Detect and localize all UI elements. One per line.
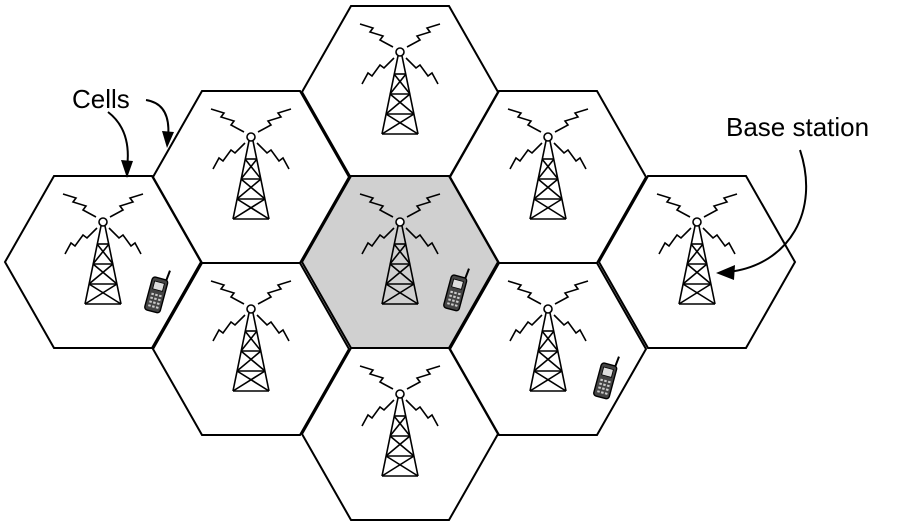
cell-lower-left xyxy=(151,262,351,436)
cells-layer xyxy=(3,5,797,521)
cell-lower-right xyxy=(448,262,648,436)
cell-hexagon xyxy=(151,262,351,436)
cells-arrow-left xyxy=(107,111,129,169)
base-station-label: Base station xyxy=(726,112,869,142)
cells-arrow-left-head xyxy=(121,160,133,178)
cell-right xyxy=(597,175,797,349)
cells-arrow-right-head xyxy=(162,131,174,148)
cells-arrows xyxy=(107,99,174,178)
cells-label: Cells xyxy=(72,84,130,114)
base-station-arrow xyxy=(716,149,808,280)
cell-hexagon xyxy=(597,175,797,349)
